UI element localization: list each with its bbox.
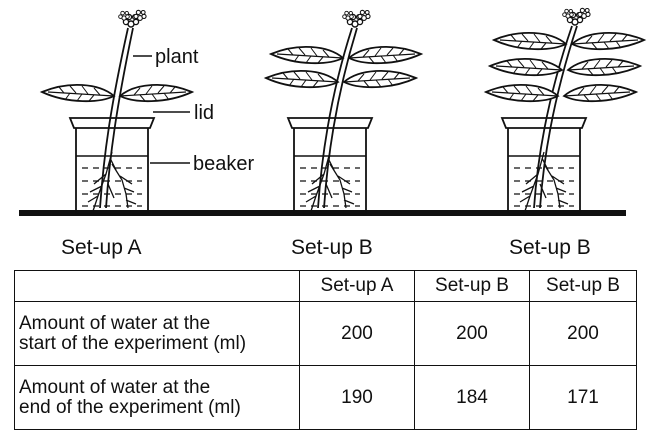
row-label-start: Amount of water at the start of the expe… (14, 301, 300, 366)
row-label-line: Amount of water at the (19, 312, 211, 334)
setup-b-label-2: Set-up B (509, 236, 591, 259)
setup-b-plant-1 (265, 9, 421, 215)
table-header-empty (14, 270, 300, 302)
table-header-setup-b-1: Set-up B (414, 270, 530, 302)
setup-b-label-1: Set-up B (291, 236, 373, 259)
plant-callout-label: plant (155, 46, 199, 68)
results-table: Set-up A Set-up B Set-up B Amount of wat… (14, 270, 637, 430)
cell-value: 184 (414, 365, 530, 430)
ground-bar (19, 210, 626, 216)
cell-value: 200 (299, 301, 415, 366)
setup-a-label: Set-up A (61, 236, 142, 259)
table-header-setup-a: Set-up A (299, 270, 415, 302)
table-row: Amount of water at the start of the expe… (14, 301, 637, 366)
cell-value: 200 (414, 301, 530, 366)
table-row: Amount of water at the end of the experi… (14, 365, 637, 430)
table-header-row: Set-up A Set-up B Set-up B (14, 270, 637, 302)
row-label-line: Amount of water at the (19, 376, 211, 398)
cell-value: 190 (299, 365, 415, 430)
row-label-end: Amount of water at the end of the experi… (14, 365, 300, 430)
table-header-setup-b-2: Set-up B (529, 270, 637, 302)
lid-callout-label: lid (194, 102, 214, 124)
setup-a-plant (41, 9, 192, 215)
row-label-line: end of the experiment (ml) (19, 396, 241, 418)
cell-value: 171 (529, 365, 637, 430)
row-label-line: start of the experiment (ml) (19, 332, 247, 354)
setup-b-plant-2 (485, 7, 644, 215)
cell-value: 200 (529, 301, 637, 366)
experiment-diagram: plant lid beaker (19, 7, 658, 216)
beaker-callout-label: beaker (193, 153, 254, 175)
